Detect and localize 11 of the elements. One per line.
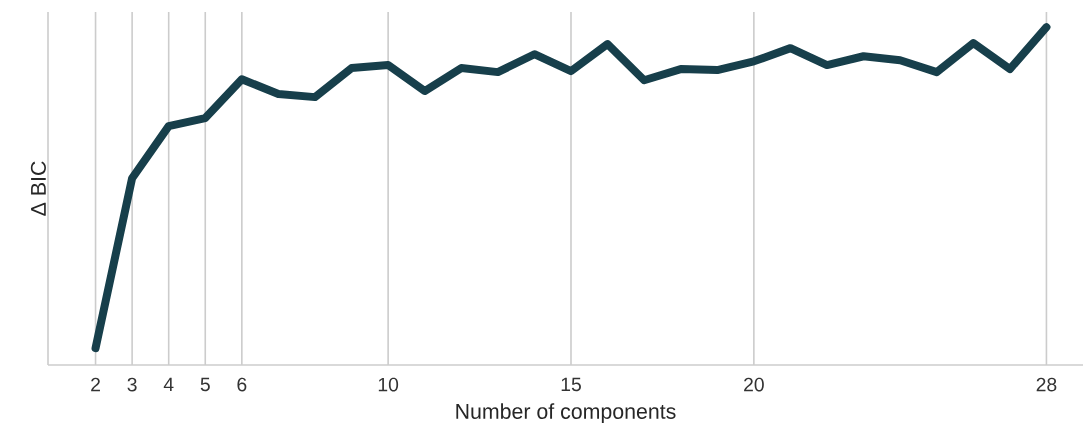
x-tick-label: 28 bbox=[1036, 377, 1057, 392]
x-tick-label: 3 bbox=[127, 377, 137, 392]
x-tick-label: 2 bbox=[91, 377, 100, 392]
y-axis-title: Δ BIC bbox=[30, 161, 46, 216]
x-axis-title: Number of components bbox=[456, 403, 676, 424]
x-tick-label: 10 bbox=[378, 377, 399, 392]
x-tick-label: 20 bbox=[744, 377, 764, 392]
x-tick-label: 4 bbox=[163, 377, 174, 392]
x-tick-label: 15 bbox=[561, 377, 581, 392]
x-tick-label: 5 bbox=[200, 377, 210, 392]
x-tick-label: 6 bbox=[237, 377, 247, 392]
